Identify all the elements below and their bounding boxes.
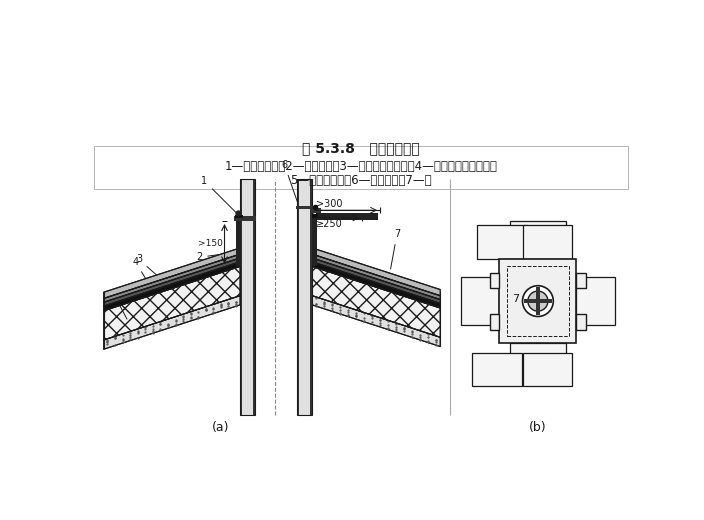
Bar	[236, 243, 238, 263]
Polygon shape	[103, 248, 240, 298]
Bar	[577, 272, 586, 288]
Bar	[536, 287, 538, 315]
Polygon shape	[313, 266, 440, 337]
Bar	[94, 146, 628, 189]
Bar	[460, 277, 499, 325]
Bar	[524, 299, 552, 301]
Bar	[297, 179, 299, 415]
Circle shape	[522, 285, 553, 317]
Text: >150: >150	[198, 239, 223, 248]
Text: 2: 2	[196, 252, 232, 262]
Polygon shape	[103, 254, 240, 302]
Text: 5: 5	[111, 289, 127, 319]
Text: >300: >300	[316, 199, 343, 209]
Bar	[490, 272, 499, 288]
Text: (b): (b)	[529, 421, 547, 434]
Text: 3: 3	[136, 254, 165, 282]
Bar	[310, 179, 313, 415]
Polygon shape	[103, 296, 240, 349]
Bar	[236, 216, 241, 266]
Bar	[253, 179, 256, 415]
Text: 6: 6	[282, 160, 298, 204]
Text: 4: 4	[132, 256, 150, 285]
Bar	[311, 214, 318, 218]
Bar	[299, 179, 310, 415]
Bar	[240, 179, 242, 415]
Text: 图 5.3.8   穿出屋面管道: 图 5.3.8 穿出屋面管道	[302, 141, 420, 155]
Polygon shape	[313, 248, 440, 296]
Bar	[490, 314, 499, 330]
Bar	[296, 205, 318, 209]
Bar	[238, 243, 240, 266]
Bar	[316, 213, 378, 220]
Bar	[510, 343, 565, 382]
Bar	[310, 208, 321, 213]
Text: 7: 7	[391, 229, 400, 269]
Text: ≥250: ≥250	[316, 219, 343, 229]
Bar	[522, 353, 572, 386]
Bar	[538, 287, 540, 315]
Polygon shape	[103, 258, 240, 306]
Bar	[577, 277, 615, 325]
Polygon shape	[313, 254, 440, 300]
Text: 5—保温隔热层；6—密封材料；7—瓦: 5—保温隔热层；6—密封材料；7—瓦	[290, 175, 432, 188]
Bar	[507, 266, 569, 336]
Bar	[522, 225, 572, 259]
Bar	[240, 179, 256, 415]
Text: (a): (a)	[212, 421, 230, 434]
Bar	[472, 353, 522, 386]
Polygon shape	[313, 258, 440, 303]
Bar	[510, 220, 565, 259]
Bar	[524, 301, 552, 303]
Bar	[234, 215, 243, 218]
Bar	[234, 216, 256, 221]
Bar	[499, 259, 577, 343]
Bar	[477, 225, 527, 259]
Text: 1—成品泛水件；2—防水垫层；3—防水垫层附加层；4—保护层（持钉层）；: 1—成品泛水件；2—防水垫层；3—防水垫层附加层；4—保护层（持钉层）；	[225, 160, 497, 173]
Text: 1: 1	[201, 176, 237, 213]
Bar	[313, 214, 317, 266]
Bar	[242, 179, 253, 415]
Bar	[297, 179, 313, 415]
Circle shape	[528, 291, 548, 311]
Polygon shape	[313, 262, 440, 308]
Polygon shape	[103, 266, 240, 340]
Polygon shape	[103, 262, 240, 311]
Text: 7: 7	[512, 294, 519, 304]
Bar	[577, 314, 586, 330]
Polygon shape	[313, 296, 440, 346]
